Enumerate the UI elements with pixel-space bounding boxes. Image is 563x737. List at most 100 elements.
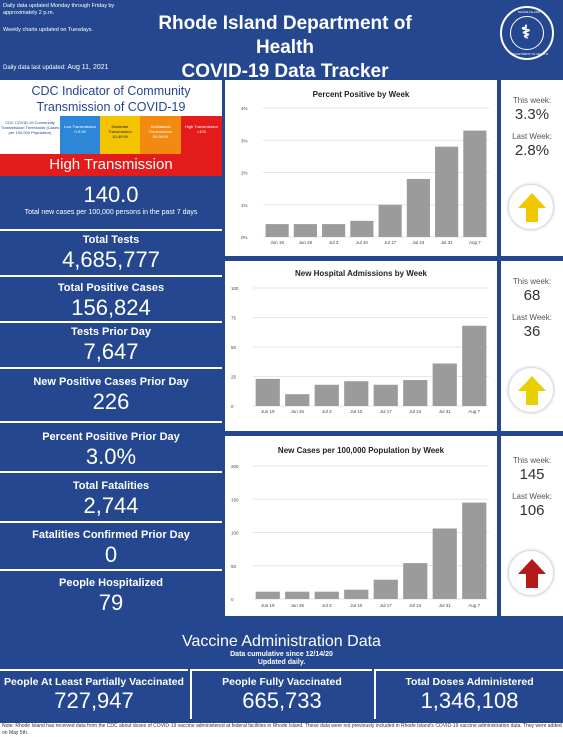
bar (373, 384, 398, 406)
last-updated-label: Daily data last updated: (3, 65, 66, 71)
chart-title-new-cases: New Cases per 100,000 Population by Week (277, 446, 445, 455)
vaccine-footnote: Note: Rhode Island has received data fro… (0, 723, 563, 737)
x-tick-label: Jul 17 (380, 409, 393, 414)
x-tick-label: Jun 26 (290, 603, 304, 608)
bar (373, 579, 398, 599)
page-title-line1: Rhode Island Department of Health (158, 13, 412, 58)
transmission-value-caption: Total new cases per 100,000 persons in t… (24, 209, 198, 216)
x-tick-label: Jul 24 (409, 409, 422, 414)
vaccine-section (0, 618, 563, 737)
weekly-update-note: Weekly charts updated on Tuesdays. (3, 27, 94, 33)
x-tick-label: Jul 31 (441, 240, 454, 245)
legend-high: High Transmission >100 (181, 116, 222, 154)
bar (378, 204, 402, 237)
bar (350, 220, 374, 237)
transmission-legend: CDC COVID-19 Community Transmission Thre… (0, 116, 222, 154)
x-tick-label: Jul 24 (412, 240, 425, 245)
transmission-value-card: 140.0 Total new cases per 100,000 person… (0, 176, 222, 228)
stat-card-total-positive: Total Positive Cases 156,824 (0, 275, 222, 321)
x-tick-label: Aug 7 (468, 603, 480, 608)
stat-card-percent-positive: Percent Positive Prior Day 3.0% (0, 421, 222, 471)
x-tick-label: Jul 3 (322, 409, 332, 414)
chart-hospital-admissions: 0 25 50 75 100 Jun 19 Jun 26 Jul 3 Jul 10 Jul 17 J… (231, 286, 489, 414)
page-title: Rhode Island Department of Health COVID-… (130, 12, 440, 84)
legend-substantial: Substantial Transmission 50-99.99 (140, 116, 181, 154)
weekly-compare-percent-positive: This week: 3.3% Last Week: 2.8% (501, 80, 563, 256)
bar (406, 178, 430, 237)
bar (322, 224, 346, 237)
x-tick-label: Jun 19 (261, 603, 275, 608)
bar (462, 325, 487, 406)
x-tick-label: Aug 7 (468, 409, 480, 414)
y-tick-label: 75 (231, 316, 237, 321)
stat-card-total-tests: Total Tests 4,685,777 (0, 229, 222, 275)
chart-percent-positive: 0% 1% 2% 3% 4% Jun 19 Jun 26 Jul 3 Jul 10 Jul 17 J… (241, 106, 489, 245)
y-tick-label: 4% (241, 106, 248, 111)
legend-low: Low Transmission 0-9.99 (60, 116, 100, 154)
bar (265, 224, 289, 237)
trend-up-arrow-icon (508, 550, 554, 596)
y-tick-label: 150 (231, 497, 239, 502)
x-tick-label: Jul 10 (350, 603, 363, 608)
last-week-admissions: 36 (523, 323, 541, 340)
bar (344, 381, 369, 406)
this-week-new-cases: 145 (519, 466, 545, 483)
this-week-percent-positive: 3.3% (514, 106, 550, 123)
bar (285, 591, 310, 599)
x-tick-label: Jun 19 (261, 409, 275, 414)
bar (314, 591, 339, 599)
legend-description: CDC COVID-19 Community Transmission Thre… (0, 116, 60, 154)
seal-top-text: RHODE ISLAND (517, 10, 541, 14)
y-tick-label: 3% (241, 138, 248, 143)
trend-up-arrow-icon (508, 184, 554, 230)
header-banner (0, 0, 563, 78)
bar (435, 146, 459, 237)
chart-title-hospital-admissions: New Hospital Admissions by Week (294, 269, 428, 278)
y-tick-label: 0 (231, 597, 234, 602)
y-tick-label: 100 (231, 286, 239, 291)
x-tick-label: Aug 7 (469, 240, 481, 245)
bar (463, 130, 487, 237)
chart-title-percent-positive: Percent Positive by Week (312, 90, 410, 99)
transmission-value: 140.0 (83, 182, 139, 207)
vaccine-card-partial: People At Least Partially Vaccinated 727… (0, 669, 188, 719)
y-tick-label: 200 (231, 464, 239, 469)
cdc-indicator-title: CDC Indicator of Community Transmission … (0, 80, 222, 116)
x-tick-label: Jul 17 (380, 603, 393, 608)
vaccine-card-total-doses: Total Doses Administered 1,346,108 (374, 669, 563, 719)
stat-card-total-fatalities: Total Fatalities 2,744 (0, 471, 222, 521)
bar (432, 528, 457, 599)
y-tick-label: 0% (241, 235, 248, 240)
last-updated-date: Aug 11, 2021 (67, 64, 109, 71)
x-tick-label: Jun 26 (299, 240, 313, 245)
transmission-level-badge: High Transmission (0, 154, 222, 176)
chart-panel-hospital-admissions: New Hospital Admissions by Week 0 25 50 75 1… (225, 261, 497, 431)
vaccine-card-fully: People Fully Vaccinated 665,733 (190, 669, 372, 719)
x-tick-label: Jun 26 (290, 409, 304, 414)
bar (432, 363, 457, 406)
page-title-line2: COVID-19 Data Tracker (181, 61, 389, 82)
y-tick-label: 50 (231, 564, 237, 569)
x-tick-label: Jun 19 (270, 240, 284, 245)
last-week-new-cases: 106 (519, 502, 545, 519)
update-schedule-note: Daily data updated Monday through Friday… (3, 3, 115, 16)
stat-card-new-positive-prior-day: New Positive Cases Prior Day 226 (0, 367, 222, 421)
vaccine-title: Vaccine Administration Data (182, 633, 381, 650)
x-tick-label: Jul 31 (439, 409, 452, 414)
bar (285, 394, 310, 406)
bar (314, 384, 339, 406)
y-tick-label: 1% (241, 203, 248, 208)
bar (293, 224, 317, 237)
weekly-compare-hospital-admissions: This week: 68 Last Week: 36 (501, 261, 563, 431)
stat-card-tests-prior-day: Tests Prior Day 7,647 (0, 321, 222, 367)
chart-new-cases: 0 50 100 150 200 Jun 19 Jun 26 Jul 3 Jul 10 Jul 1… (231, 464, 489, 608)
this-week-admissions: 68 (523, 287, 541, 304)
y-tick-label: 0 (231, 404, 234, 409)
y-tick-label: 50 (231, 345, 237, 350)
legend-moderate: Moderate Transmission 10-49.99 (100, 116, 140, 154)
stat-card-hospitalized: People Hospitalized 79 (0, 569, 222, 617)
health-department-seal-icon: RHODE ISLAND ⚕ DEPARTMENT OF HEALTH (500, 6, 554, 60)
trend-up-arrow-icon (508, 367, 554, 413)
last-updated: Daily data last updated: Aug 11, 2021 (3, 64, 109, 71)
x-tick-label: Jul 24 (409, 603, 422, 608)
